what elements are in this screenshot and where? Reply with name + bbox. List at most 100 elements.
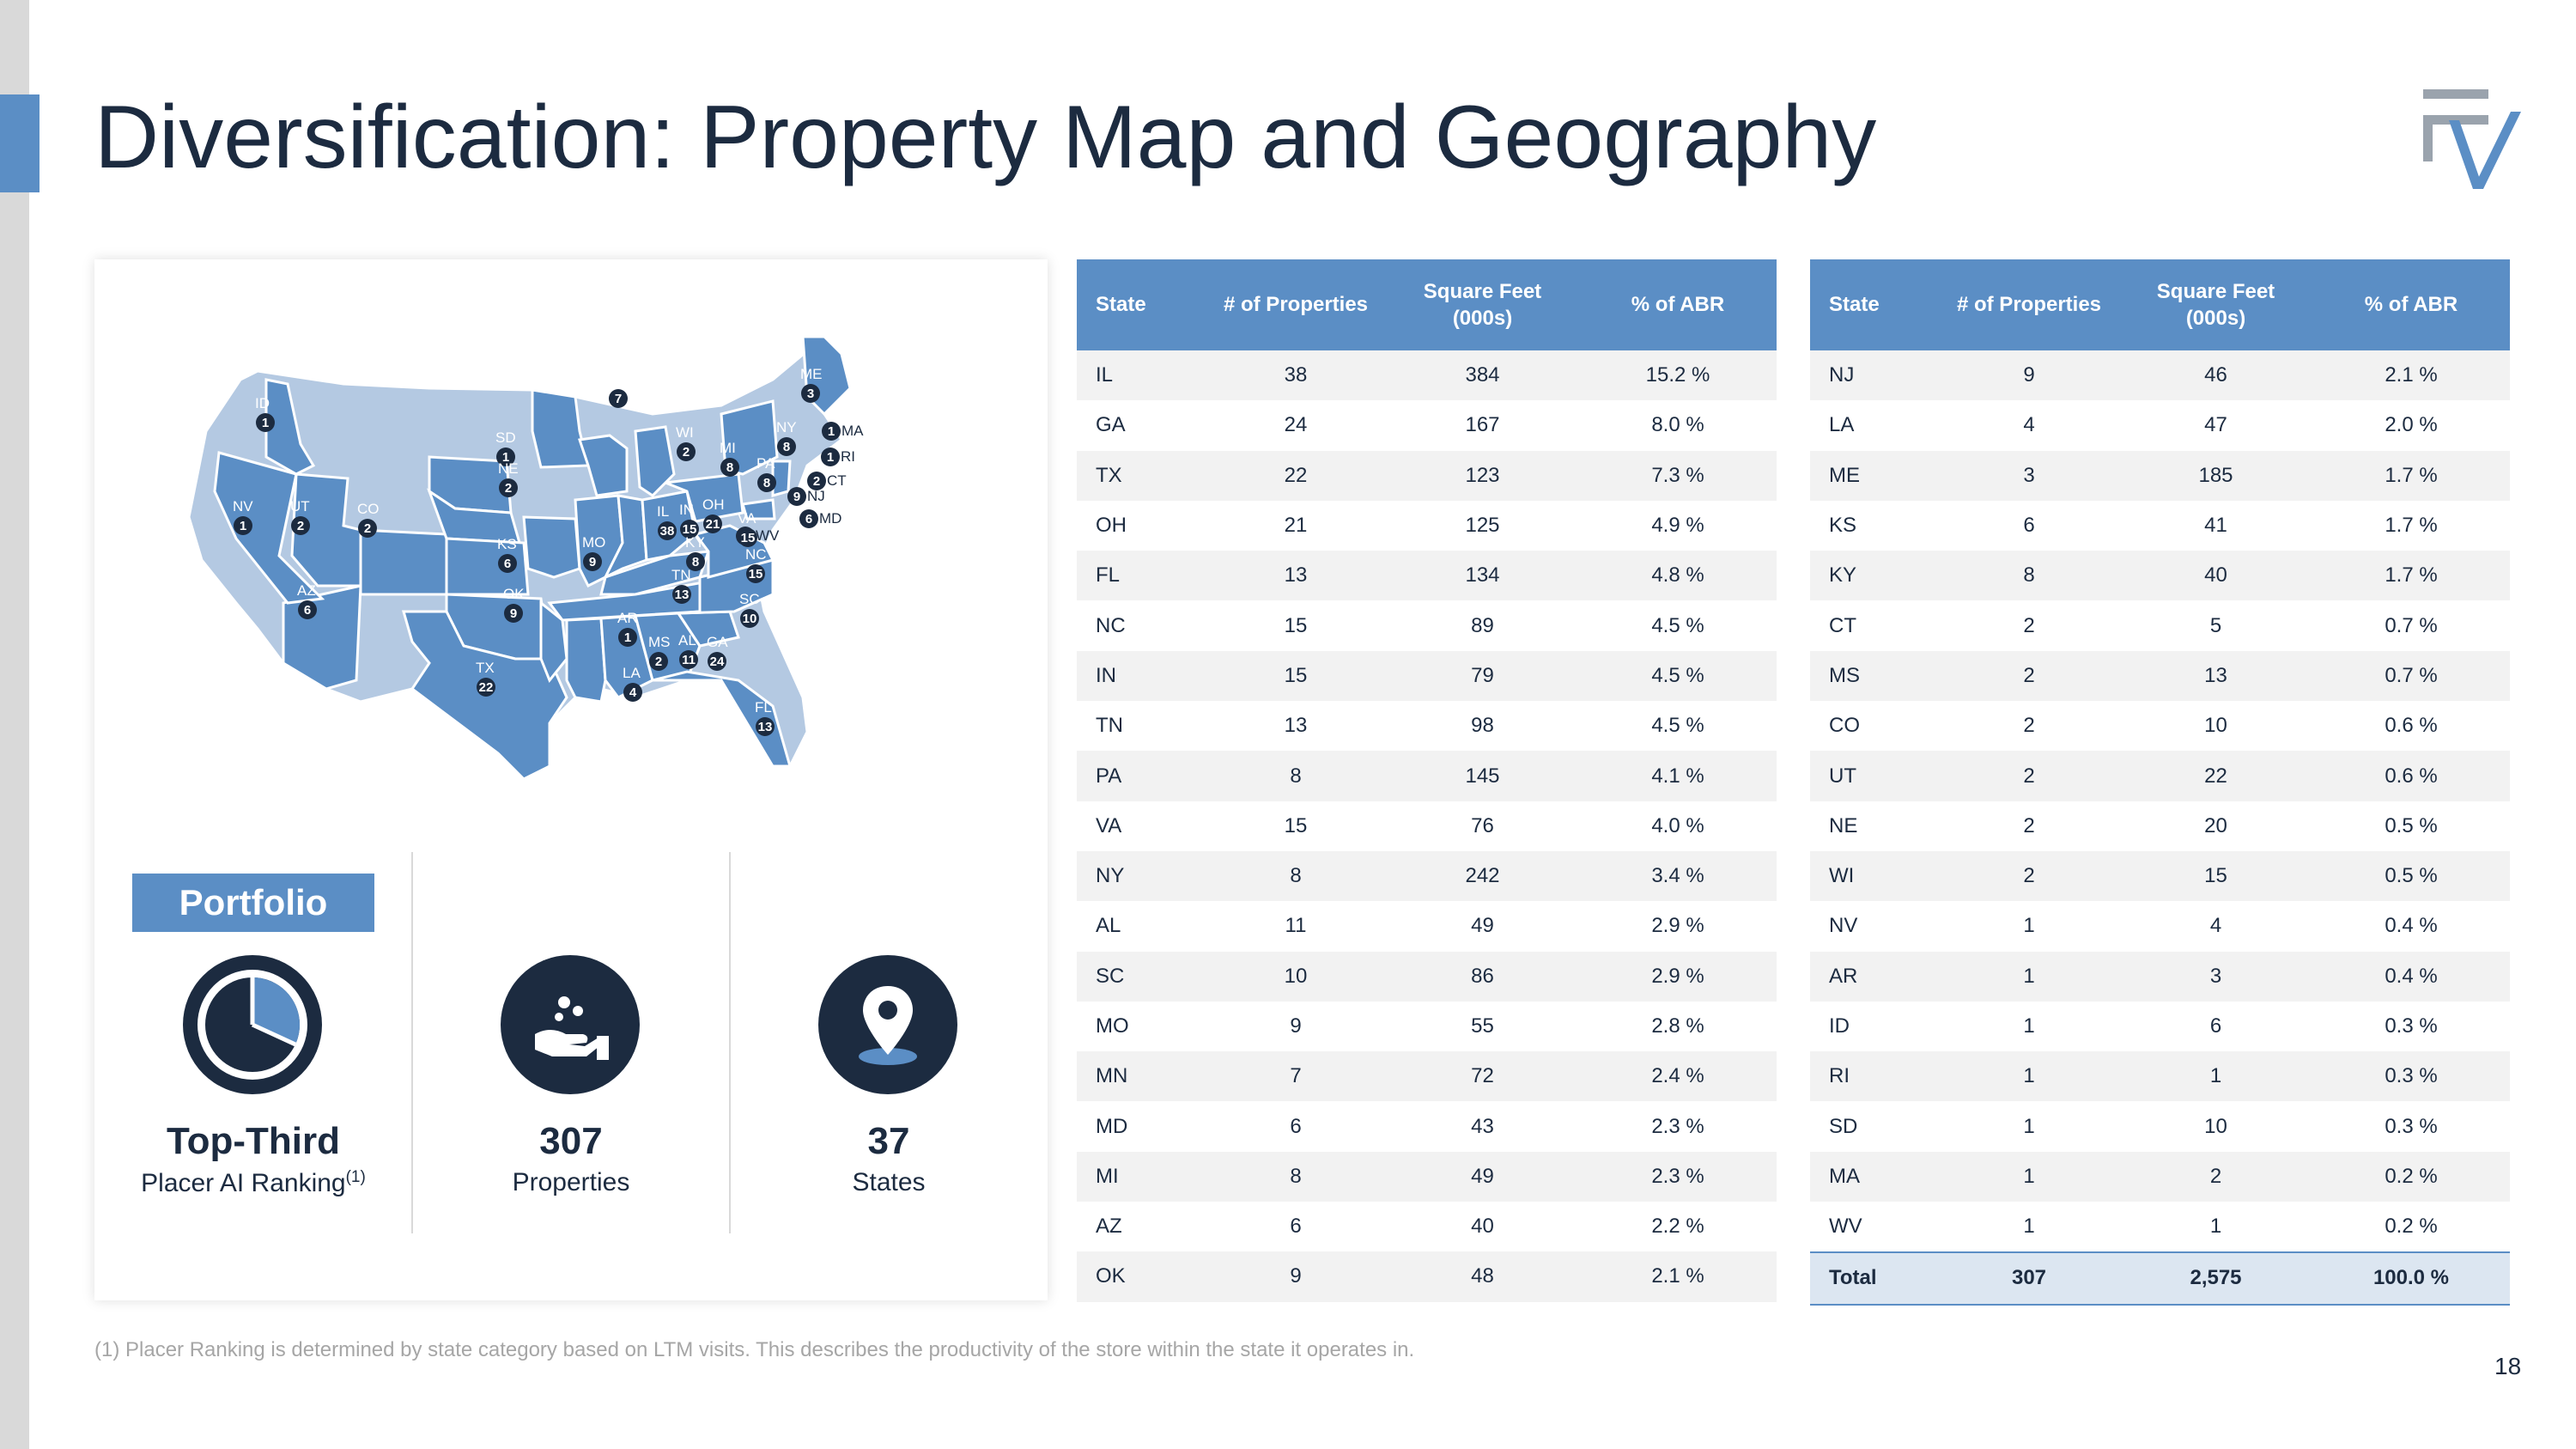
map-state-label: GA	[707, 634, 728, 650]
cell-square-feet: 2	[2119, 1151, 2312, 1202]
cell-properties: 1	[1939, 1101, 2119, 1152]
cell-properties: 8	[1939, 551, 2119, 601]
cell-properties: 13	[1206, 551, 1386, 601]
cell-abr: 4.0 %	[1579, 801, 1777, 851]
table-row: NY 8 242 3.4 %	[1077, 850, 1777, 902]
table-row: MD 6 43 2.3 %	[1077, 1101, 1777, 1152]
cell-state: MI	[1077, 1151, 1206, 1202]
cell-square-feet: 20	[2119, 801, 2312, 851]
cell-state: OH	[1077, 500, 1206, 551]
table-row: LA 4 47 2.0 %	[1810, 400, 2510, 451]
cell-abr: 4.5 %	[1579, 600, 1777, 651]
cell-properties: 8	[1206, 850, 1386, 902]
map-marker-ks: 6	[498, 554, 517, 573]
hand-with-coins-icon	[501, 955, 640, 1094]
map-marker-ri: 1	[821, 447, 840, 466]
cell-state: KY	[1810, 551, 1939, 601]
cell-abr: 0.7 %	[2312, 650, 2510, 702]
map-marker-ct: 2	[807, 472, 826, 490]
cell-properties: 15	[1206, 600, 1386, 651]
cell-square-feet: 47	[2119, 400, 2312, 451]
cell-properties: 2	[1939, 701, 2119, 752]
map-marker-ne: 2	[499, 478, 518, 497]
map-marker-pa: 8	[757, 473, 776, 492]
table-row: WI 2 15 0.5 %	[1810, 850, 2510, 902]
cell-abr: 4.9 %	[1579, 500, 1777, 551]
header-state: State	[1810, 259, 1939, 350]
table-header-row: State # of Properties Square Feet (000s) …	[1077, 259, 1777, 350]
map-marker-sd: 1	[496, 447, 515, 466]
map-state-label: OH	[702, 496, 725, 513]
table-row: KY 8 40 1.7 %	[1810, 551, 2510, 601]
map-state-label: MI	[720, 440, 736, 456]
table-row: MI 8 49 2.3 %	[1077, 1151, 1777, 1202]
cell-properties: 7	[1206, 1051, 1386, 1102]
cell-square-feet: 167	[1386, 400, 1579, 451]
cell-square-feet: 40	[2119, 551, 2312, 601]
cell-properties: 10	[1206, 951, 1386, 1002]
table-row: WV 1 1 0.2 %	[1810, 1202, 2510, 1253]
map-state-label: FL	[755, 699, 772, 715]
map-marker-ga: 24	[708, 652, 726, 671]
stat-value-properties: 307	[539, 1120, 603, 1162]
table-row: VA 15 76 4.0 %	[1077, 801, 1777, 851]
stat-divider	[411, 852, 413, 1233]
map-state-label: CO	[357, 501, 380, 517]
cell-properties: 1	[1939, 901, 2119, 952]
cell-abr: 0.3 %	[2312, 1051, 2510, 1102]
cell-state: OK	[1077, 1251, 1206, 1302]
cell-total-abr: 100.0 %	[2312, 1251, 2510, 1306]
cell-state: TN	[1077, 701, 1206, 752]
map-state-label: TX	[476, 660, 495, 676]
cell-square-feet: 3	[2119, 951, 2312, 1002]
cell-square-feet: 5	[2119, 600, 2312, 651]
title-accent-bar	[0, 94, 39, 192]
cell-square-feet: 13	[2119, 650, 2312, 702]
map-state-label: AL	[678, 632, 696, 648]
cell-properties: 6	[1206, 1202, 1386, 1252]
cell-properties: 1	[1939, 1151, 2119, 1202]
map-state-label: LA	[623, 665, 641, 681]
header-abr: % of ABR	[1579, 259, 1777, 350]
cell-square-feet: 72	[1386, 1051, 1579, 1102]
table-row: SD 1 10 0.3 %	[1810, 1101, 2510, 1152]
cell-square-feet: 145	[1386, 751, 1579, 801]
map-state-label: VA	[738, 510, 756, 527]
cell-abr: 7.3 %	[1579, 450, 1777, 501]
cell-state: IL	[1077, 350, 1206, 401]
cell-properties: 1	[1939, 1051, 2119, 1102]
cell-abr: 1.7 %	[2312, 551, 2510, 601]
header-state: State	[1077, 259, 1206, 350]
cell-state: NJ	[1810, 350, 1939, 401]
map-marker-va: 15	[738, 528, 757, 547]
cell-abr: 0.5 %	[2312, 801, 2510, 851]
cell-square-feet: 123	[1386, 450, 1579, 501]
cell-state: TX	[1077, 450, 1206, 501]
cell-state: MO	[1077, 1001, 1206, 1052]
table-row: AR 1 3 0.4 %	[1810, 951, 2510, 1002]
cell-properties: 3	[1939, 450, 2119, 501]
cell-state: RI	[1810, 1051, 1939, 1102]
cell-abr: 0.4 %	[2312, 951, 2510, 1002]
map-state-label: RI	[841, 448, 855, 465]
cell-properties: 2	[1939, 801, 2119, 851]
cell-state: KS	[1810, 500, 1939, 551]
table-row: TX 22 123 7.3 %	[1077, 450, 1777, 501]
cell-state: CO	[1810, 701, 1939, 752]
map-state-label: MS	[648, 634, 671, 650]
cell-state: ME	[1810, 450, 1939, 501]
state-table-right: State # of Properties Square Feet (000s) …	[1810, 259, 2510, 1306]
cell-abr: 0.4 %	[2312, 901, 2510, 952]
cell-properties: 1	[1939, 1202, 2119, 1253]
table-row: CT 2 5 0.7 %	[1810, 600, 2510, 651]
table-row: TN 13 98 4.5 %	[1077, 701, 1777, 752]
map-state-label: OK	[503, 586, 525, 602]
cell-properties: 1	[1939, 951, 2119, 1002]
cell-state: CT	[1810, 600, 1939, 651]
cell-abr: 0.6 %	[2312, 751, 2510, 801]
map-state-label: MD	[819, 510, 842, 527]
cell-state: MD	[1077, 1101, 1206, 1152]
cell-square-feet: 46	[2119, 350, 2312, 401]
cell-state: MS	[1810, 650, 1939, 702]
map-state-label: MA	[841, 423, 864, 439]
